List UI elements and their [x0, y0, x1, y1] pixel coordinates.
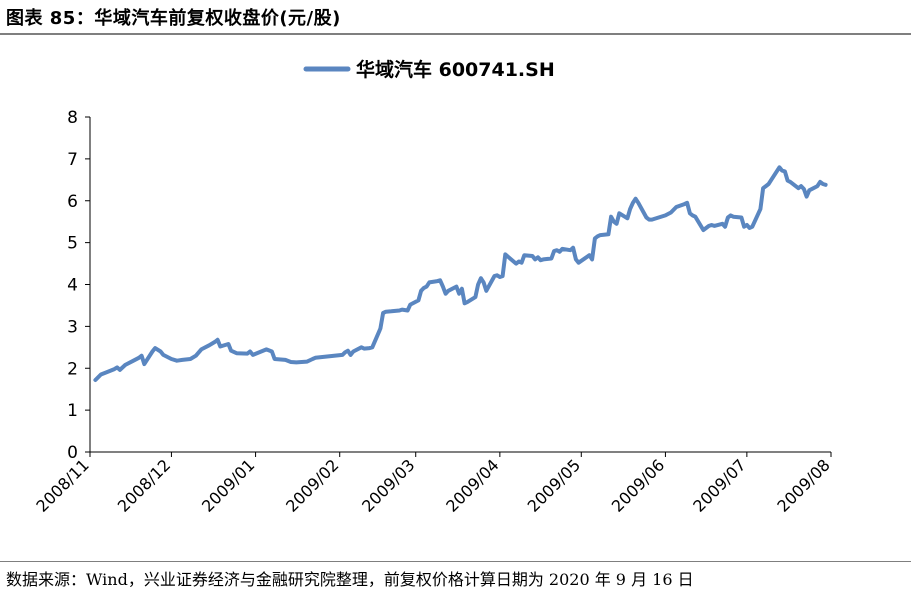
y-tick-label: 1	[67, 401, 78, 421]
legend-label-series-0: 华域汽车 600741.SH	[356, 58, 555, 81]
x-tick-label: 2009/07	[689, 455, 749, 515]
x-tick-label: 2009/03	[358, 455, 418, 515]
source-divider	[0, 561, 911, 562]
y-tick-label: 3	[67, 317, 78, 337]
x-tick-label: 2009/08	[773, 455, 833, 515]
x-tick-label: 2009/01	[198, 455, 258, 515]
x-tick-label: 2009/06	[608, 455, 668, 515]
series-line-0	[93, 165, 828, 382]
x-tick-label: 2009/02	[282, 455, 342, 515]
y-tick-label: 4	[67, 276, 78, 296]
source-note: 数据来源：Wind，兴业证券经济与金融研究院整理，前复权价格计算日期为 2020…	[6, 570, 694, 589]
x-tick-label: 2008/11	[32, 455, 92, 515]
x-tick-label: 2009/05	[524, 455, 584, 515]
y-tick-label: 7	[67, 150, 78, 170]
title-divider	[0, 33, 911, 35]
figure-title: 图表 85：华域汽车前复权收盘价(元/股)	[6, 8, 341, 29]
x-tick-label: 2008/12	[114, 455, 174, 515]
y-tick-label: 5	[67, 234, 78, 254]
y-tick-label: 0	[67, 443, 78, 463]
chart-legend: 华域汽车 600741.SH	[303, 58, 555, 81]
plot-area	[93, 165, 828, 382]
y-tick-label: 6	[67, 192, 78, 212]
x-axis: 2008/11 2008/12 2009/01 2009/02 2009/03 2009/…	[32, 451, 834, 516]
y-tick-label: 8	[67, 108, 78, 128]
y-axis: 0 1 2 3 4 5 6 7 8	[67, 108, 91, 463]
y-tick-label: 2	[67, 359, 78, 379]
x-tick-label: 2009/04	[442, 455, 502, 515]
